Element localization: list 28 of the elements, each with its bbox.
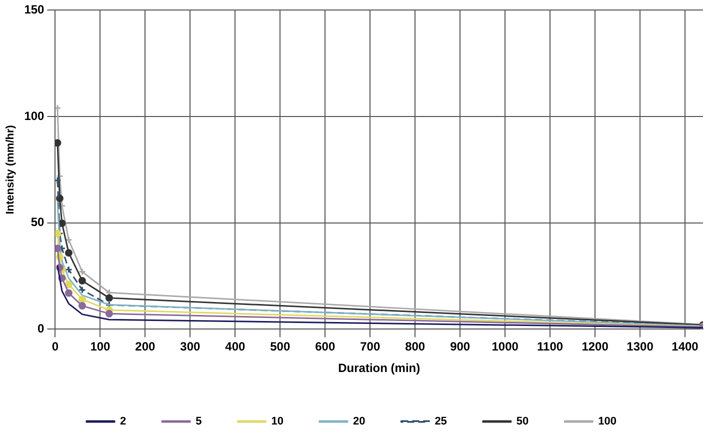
x-tick-label: 1100 [537, 340, 564, 354]
x-tick-label: 300 [180, 340, 201, 354]
x-tick-label: 0 [52, 340, 59, 354]
legend-label: 5 [196, 416, 202, 428]
x-tick-label: 200 [135, 340, 156, 354]
y-axis-title: Intensity (mm/hr) [4, 124, 17, 214]
legend-label: 25 [434, 416, 447, 428]
y-tick-label: 50 [30, 215, 45, 230]
y-tick-label: 100 [24, 108, 45, 123]
x-tick-label: 1000 [492, 340, 519, 354]
x-tick-label: 500 [270, 340, 290, 354]
legend-label: 20 [352, 416, 366, 428]
x-axis-title: Duration (min) [338, 361, 420, 376]
legend-label: 100 [598, 416, 617, 428]
x-tick-label: 600 [315, 340, 336, 354]
y-tick-label: 0 [38, 322, 45, 336]
legend-label: 50 [516, 416, 529, 428]
x-tick-label: 700 [360, 340, 380, 354]
x-tick-label: 900 [450, 340, 470, 354]
x-tick-label: 1300 [626, 340, 654, 354]
x-tick-label: 800 [405, 340, 426, 354]
y-tick-label: 150 [24, 2, 45, 17]
x-tick-label: 1200 [582, 340, 609, 354]
x-tick-label: 100 [90, 340, 111, 354]
legend-label: 10 [271, 416, 284, 428]
x-tick-label: 1400 [672, 340, 699, 354]
legend-label: 2 [120, 416, 126, 428]
x-tick-label: 400 [225, 340, 246, 354]
